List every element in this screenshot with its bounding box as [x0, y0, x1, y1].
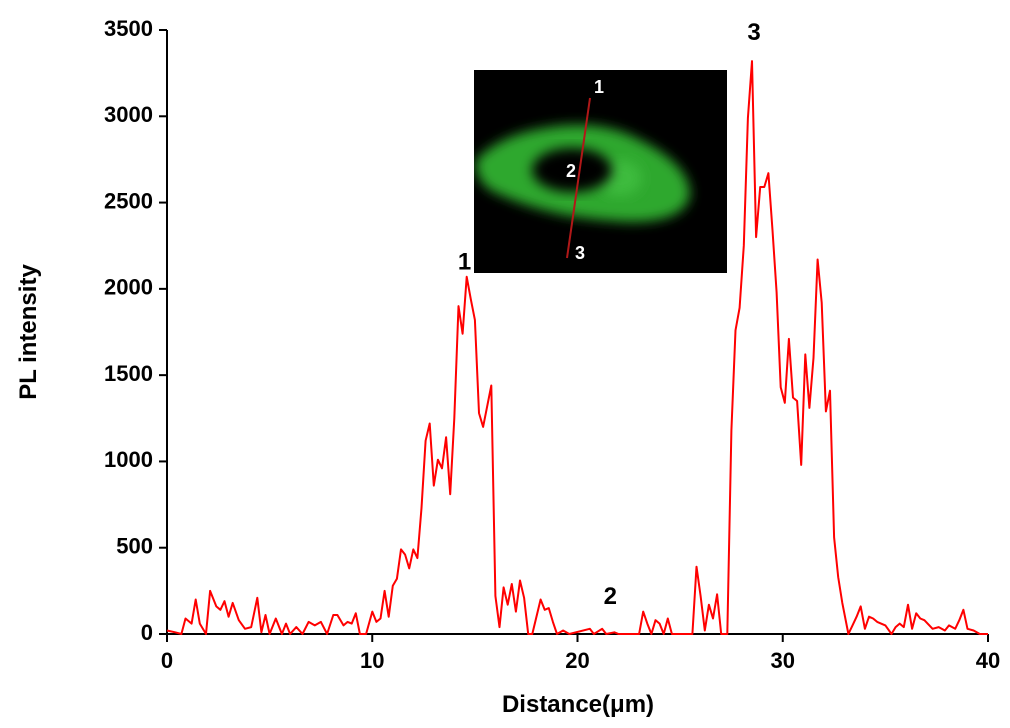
y-tick-label: 1500: [104, 361, 153, 386]
x-tick-label: 0: [161, 648, 173, 673]
y-tick-label: 0: [141, 620, 153, 645]
x-tick-label: 20: [565, 648, 589, 673]
data-line: [166, 60, 988, 635]
profile-line: [566, 97, 591, 259]
x-axis-label: Distance(μm): [502, 691, 654, 718]
y-tick-label: 3000: [104, 102, 153, 127]
x-tick-label: 40: [976, 648, 1000, 673]
inset-image: 1 2 3: [474, 70, 727, 273]
x-tick-label: 10: [360, 648, 384, 673]
annotation: 3: [747, 19, 760, 46]
annotation: 2: [604, 583, 617, 610]
inset-label: 3: [575, 243, 585, 263]
inset-label: 1: [594, 77, 604, 97]
y-tick-label: 1000: [104, 447, 153, 472]
inset-label: 2: [566, 161, 576, 181]
y-tick-label: 2000: [104, 275, 153, 300]
y-tick-label: 2500: [104, 188, 153, 213]
x-tick-label: 30: [771, 648, 795, 673]
annotation: 1: [458, 248, 471, 275]
y-tick-label: 500: [116, 534, 153, 559]
y-axis-label: PL intensity: [15, 264, 42, 400]
y-tick-label: 3500: [104, 16, 153, 41]
nucleus: [532, 148, 612, 192]
